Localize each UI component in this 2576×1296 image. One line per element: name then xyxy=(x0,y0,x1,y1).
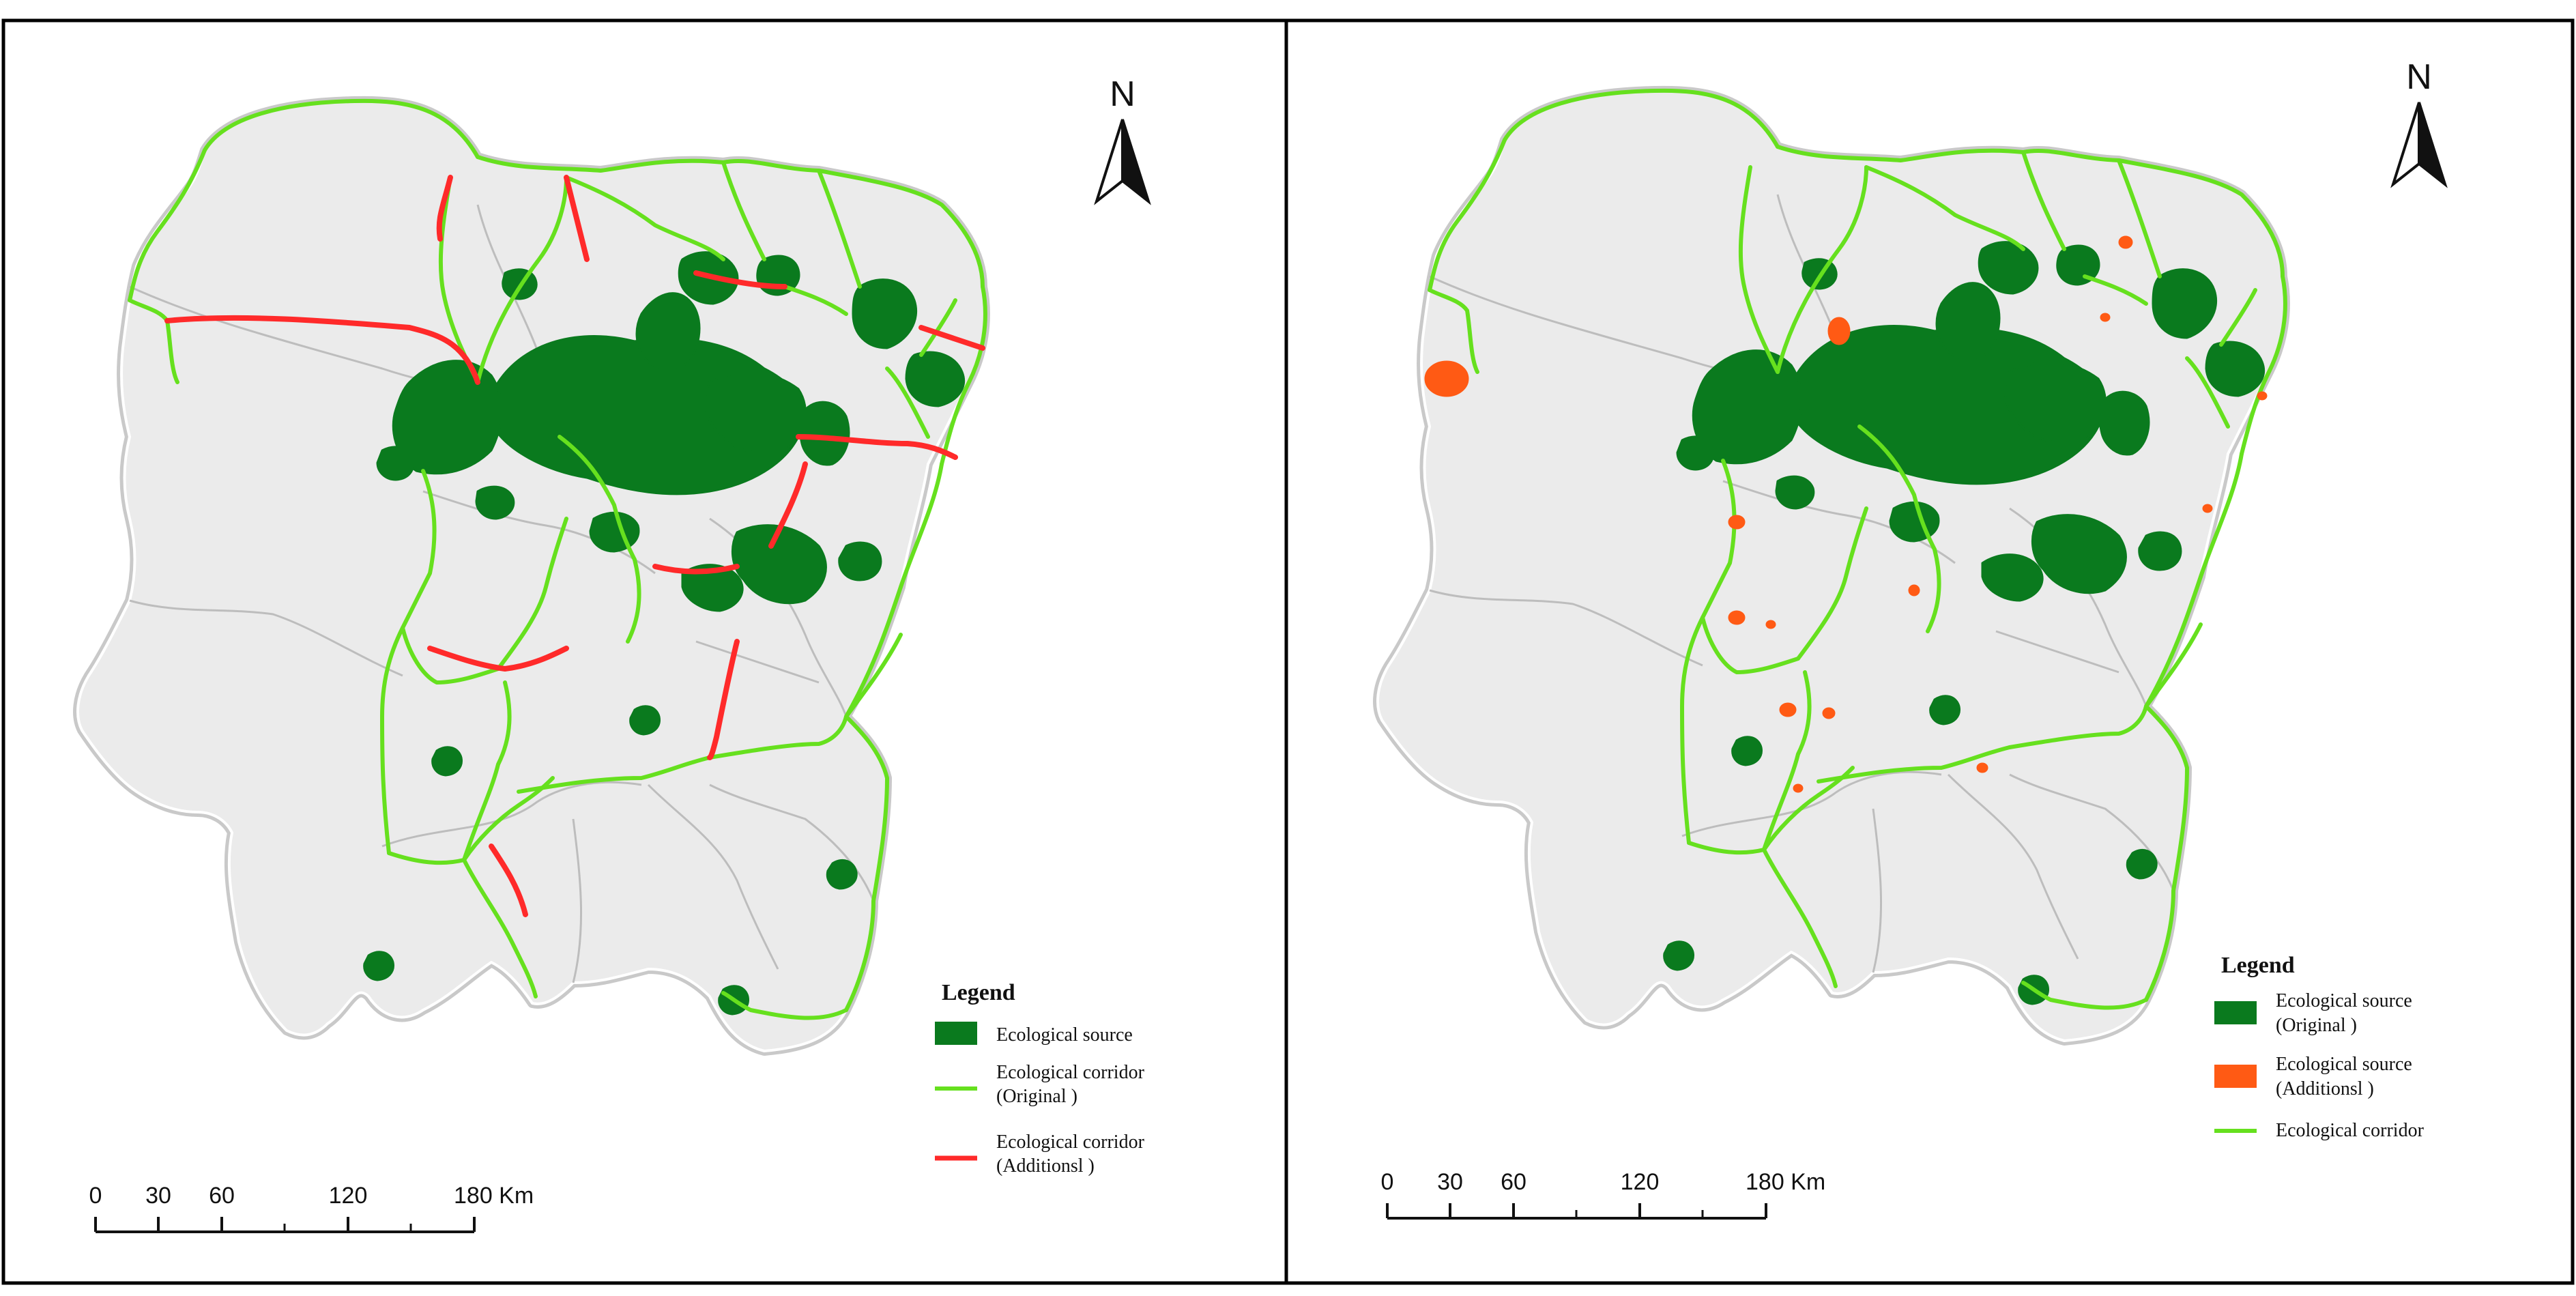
scale-tick-180: 180 Km xyxy=(454,1183,534,1209)
legend-swatch-source xyxy=(935,1022,977,1045)
legend-item-corridor: Ecological corridor xyxy=(2276,1120,2425,1141)
scale-tick-0: 0 xyxy=(89,1183,102,1209)
north-arrow-icon xyxy=(2392,101,2446,186)
scale-tick-0: 0 xyxy=(1381,1169,1394,1195)
north-arrow: N xyxy=(2392,57,2446,186)
legend-item-corridor-additional-line1: Ecological corridor xyxy=(996,1132,1145,1153)
north-arrow: N xyxy=(1095,74,1150,203)
legend-item-source-original-line1: Ecological source xyxy=(2276,990,2412,1011)
north-label: N xyxy=(2406,57,2432,97)
scale-tick-60: 60 xyxy=(1501,1169,1526,1195)
study-area-map xyxy=(78,101,985,1051)
legend-swatch-source-original xyxy=(2214,1001,2257,1024)
study-area-map xyxy=(1378,91,2285,1041)
legend-item-source-additional-line2: (Additionsl ) xyxy=(2276,1078,2374,1099)
scale-bar-left: 0 30 60 120 180 Km xyxy=(89,1183,534,1233)
legend-item-source-additional-line1: Ecological source xyxy=(2276,1054,2412,1075)
north-arrow-icon xyxy=(1095,118,1150,203)
legend-item-corridor-original-line2: (Original ) xyxy=(996,1086,1077,1107)
north-label: N xyxy=(1110,74,1135,114)
legend-item-source-original-line2: (Original ) xyxy=(2276,1015,2357,1036)
scale-tick-120: 120 xyxy=(1621,1169,1660,1195)
legend-left: Legend Ecological source Ecological corr… xyxy=(935,980,1145,1177)
scale-tick-30: 30 xyxy=(1437,1169,1463,1195)
left-map-panel: N Legend Ecological source Ecological co… xyxy=(78,74,1150,1233)
legend-right: Legend Ecological source (Original ) Eco… xyxy=(2214,953,2425,1141)
legend-item-corridor-original-line1: Ecological corridor xyxy=(996,1062,1145,1083)
right-panel-border xyxy=(1284,18,2575,1285)
legend-swatch-source-additional xyxy=(2214,1065,2257,1088)
legend-item-corridor-additional-line2: (Additionsl ) xyxy=(996,1155,1095,1177)
legend-title: Legend xyxy=(942,980,1015,1005)
scale-tick-180: 180 Km xyxy=(1746,1169,1825,1195)
scale-tick-120: 120 xyxy=(329,1183,368,1209)
scale-bar-right: 0 30 60 120 180 Km xyxy=(1381,1169,1825,1220)
scale-tick-60: 60 xyxy=(209,1183,235,1209)
legend-item-source: Ecological source xyxy=(996,1024,1133,1046)
right-map-panel: N Legend Ecological source (Original ) E… xyxy=(1378,57,2446,1220)
legend-title: Legend xyxy=(2221,953,2295,978)
scale-tick-30: 30 xyxy=(145,1183,171,1209)
